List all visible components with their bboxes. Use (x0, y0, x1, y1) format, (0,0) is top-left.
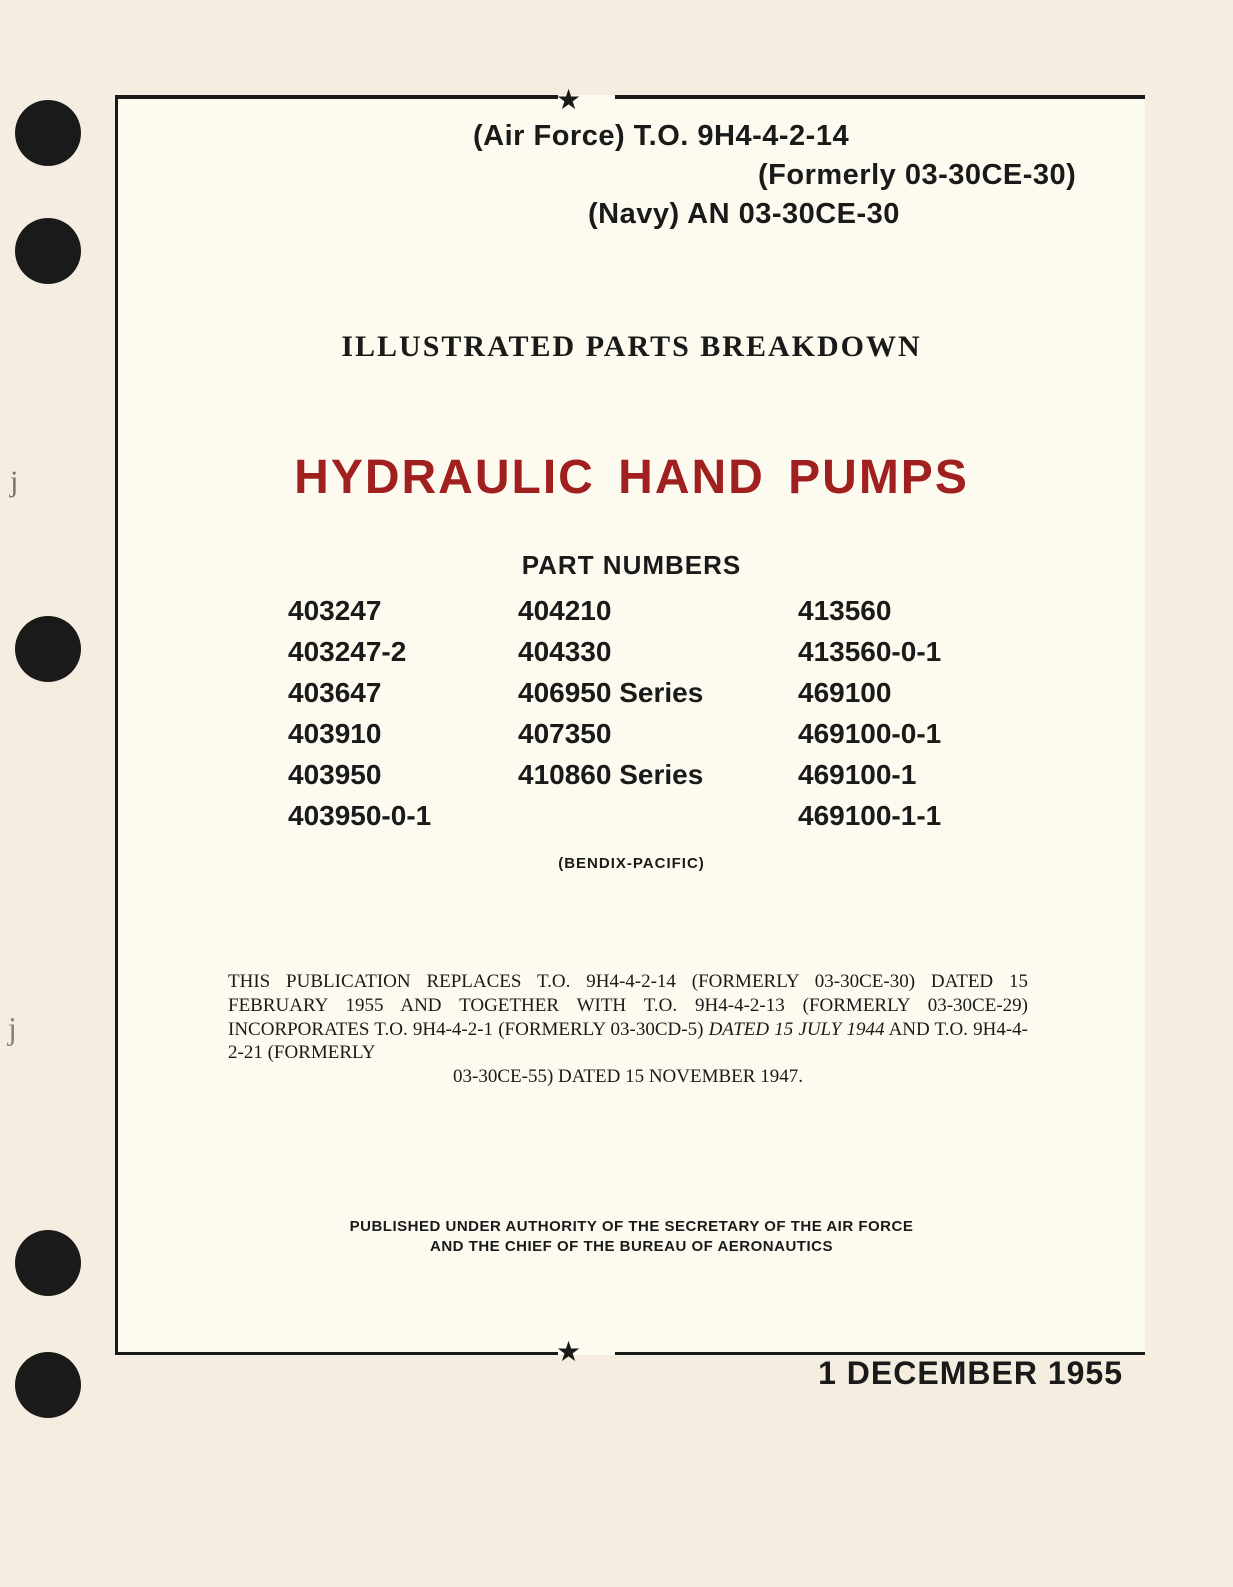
part-number: 406950 Series (518, 677, 798, 718)
part-numbers-grid: 403247 404210 413560 403247-2 404330 413… (288, 595, 1008, 841)
part-number: 413560-0-1 (798, 636, 1008, 677)
part-number: 469100-1 (798, 759, 1008, 800)
border-top-left (118, 95, 558, 99)
hole-punch-2 (15, 218, 81, 284)
part-number: 404330 (518, 636, 798, 677)
part-number: 410860 Series (518, 759, 798, 800)
part-number: 469100 (798, 677, 1008, 718)
section-heading: ILLUSTRATED PARTS BREAKDOWN (118, 330, 1145, 364)
authority-note: PUBLISHED UNDER AUTHORITY OF THE SECRETA… (118, 1217, 1145, 1258)
document-header: (Air Force) T.O. 9H4-4-2-14 (Formerly 03… (473, 120, 1093, 231)
part-number: 404210 (518, 595, 798, 636)
main-title: HYDRAULIC HAND PUMPS (118, 450, 1145, 505)
part-number (518, 800, 798, 841)
part-numbers-label: PART NUMBERS (118, 550, 1145, 581)
part-number: 407350 (518, 718, 798, 759)
header-air-force: (Air Force) T.O. 9H4-4-2-14 (473, 120, 1093, 153)
authority-line2: AND THE CHIEF OF THE BUREAU OF AERONAUTI… (430, 1238, 833, 1255)
margin-mark-1: j (10, 465, 18, 499)
part-number: 403247 (288, 595, 518, 636)
part-number: 413560 (798, 595, 1008, 636)
manufacturer-label: (BENDIX-PACIFIC) (118, 855, 1145, 872)
replacement-note: THIS PUBLICATION REPLACES T.O. 9H4-4-2-1… (228, 970, 1028, 1089)
part-number: 403950 (288, 759, 518, 800)
border-bottom-left (118, 1352, 558, 1355)
authority-line1: PUBLISHED UNDER AUTHORITY OF THE SECRETA… (350, 1218, 914, 1235)
star-bottom-icon: ★ (556, 1335, 581, 1369)
document-frame: ★ ★ (Air Force) T.O. 9H4-4-2-14 (Formerl… (115, 95, 1145, 1355)
hole-punch-1 (15, 100, 81, 166)
hole-punch-4 (15, 1230, 81, 1296)
replacement-italic: DATED 15 JULY 1944 (709, 1019, 885, 1040)
part-number: 403910 (288, 718, 518, 759)
border-top-right (615, 95, 1145, 99)
part-number: 403647 (288, 677, 518, 718)
publication-date: 1 DECEMBER 1955 (818, 1355, 1123, 1392)
header-formerly: (Formerly 03-30CE-30) (758, 159, 1093, 192)
hole-punch-3 (15, 616, 81, 682)
margin-mark-2: j (8, 1010, 17, 1047)
part-number: 403247-2 (288, 636, 518, 677)
part-number: 469100-0-1 (798, 718, 1008, 759)
header-navy: (Navy) AN 03-30CE-30 (588, 198, 1093, 231)
replacement-last-line: 03-30CE-55) DATED 15 NOVEMBER 1947. (228, 1065, 1028, 1089)
hole-punch-5 (15, 1352, 81, 1418)
part-number: 403950-0-1 (288, 800, 518, 841)
part-number: 469100-1-1 (798, 800, 1008, 841)
star-top-icon: ★ (556, 83, 581, 117)
